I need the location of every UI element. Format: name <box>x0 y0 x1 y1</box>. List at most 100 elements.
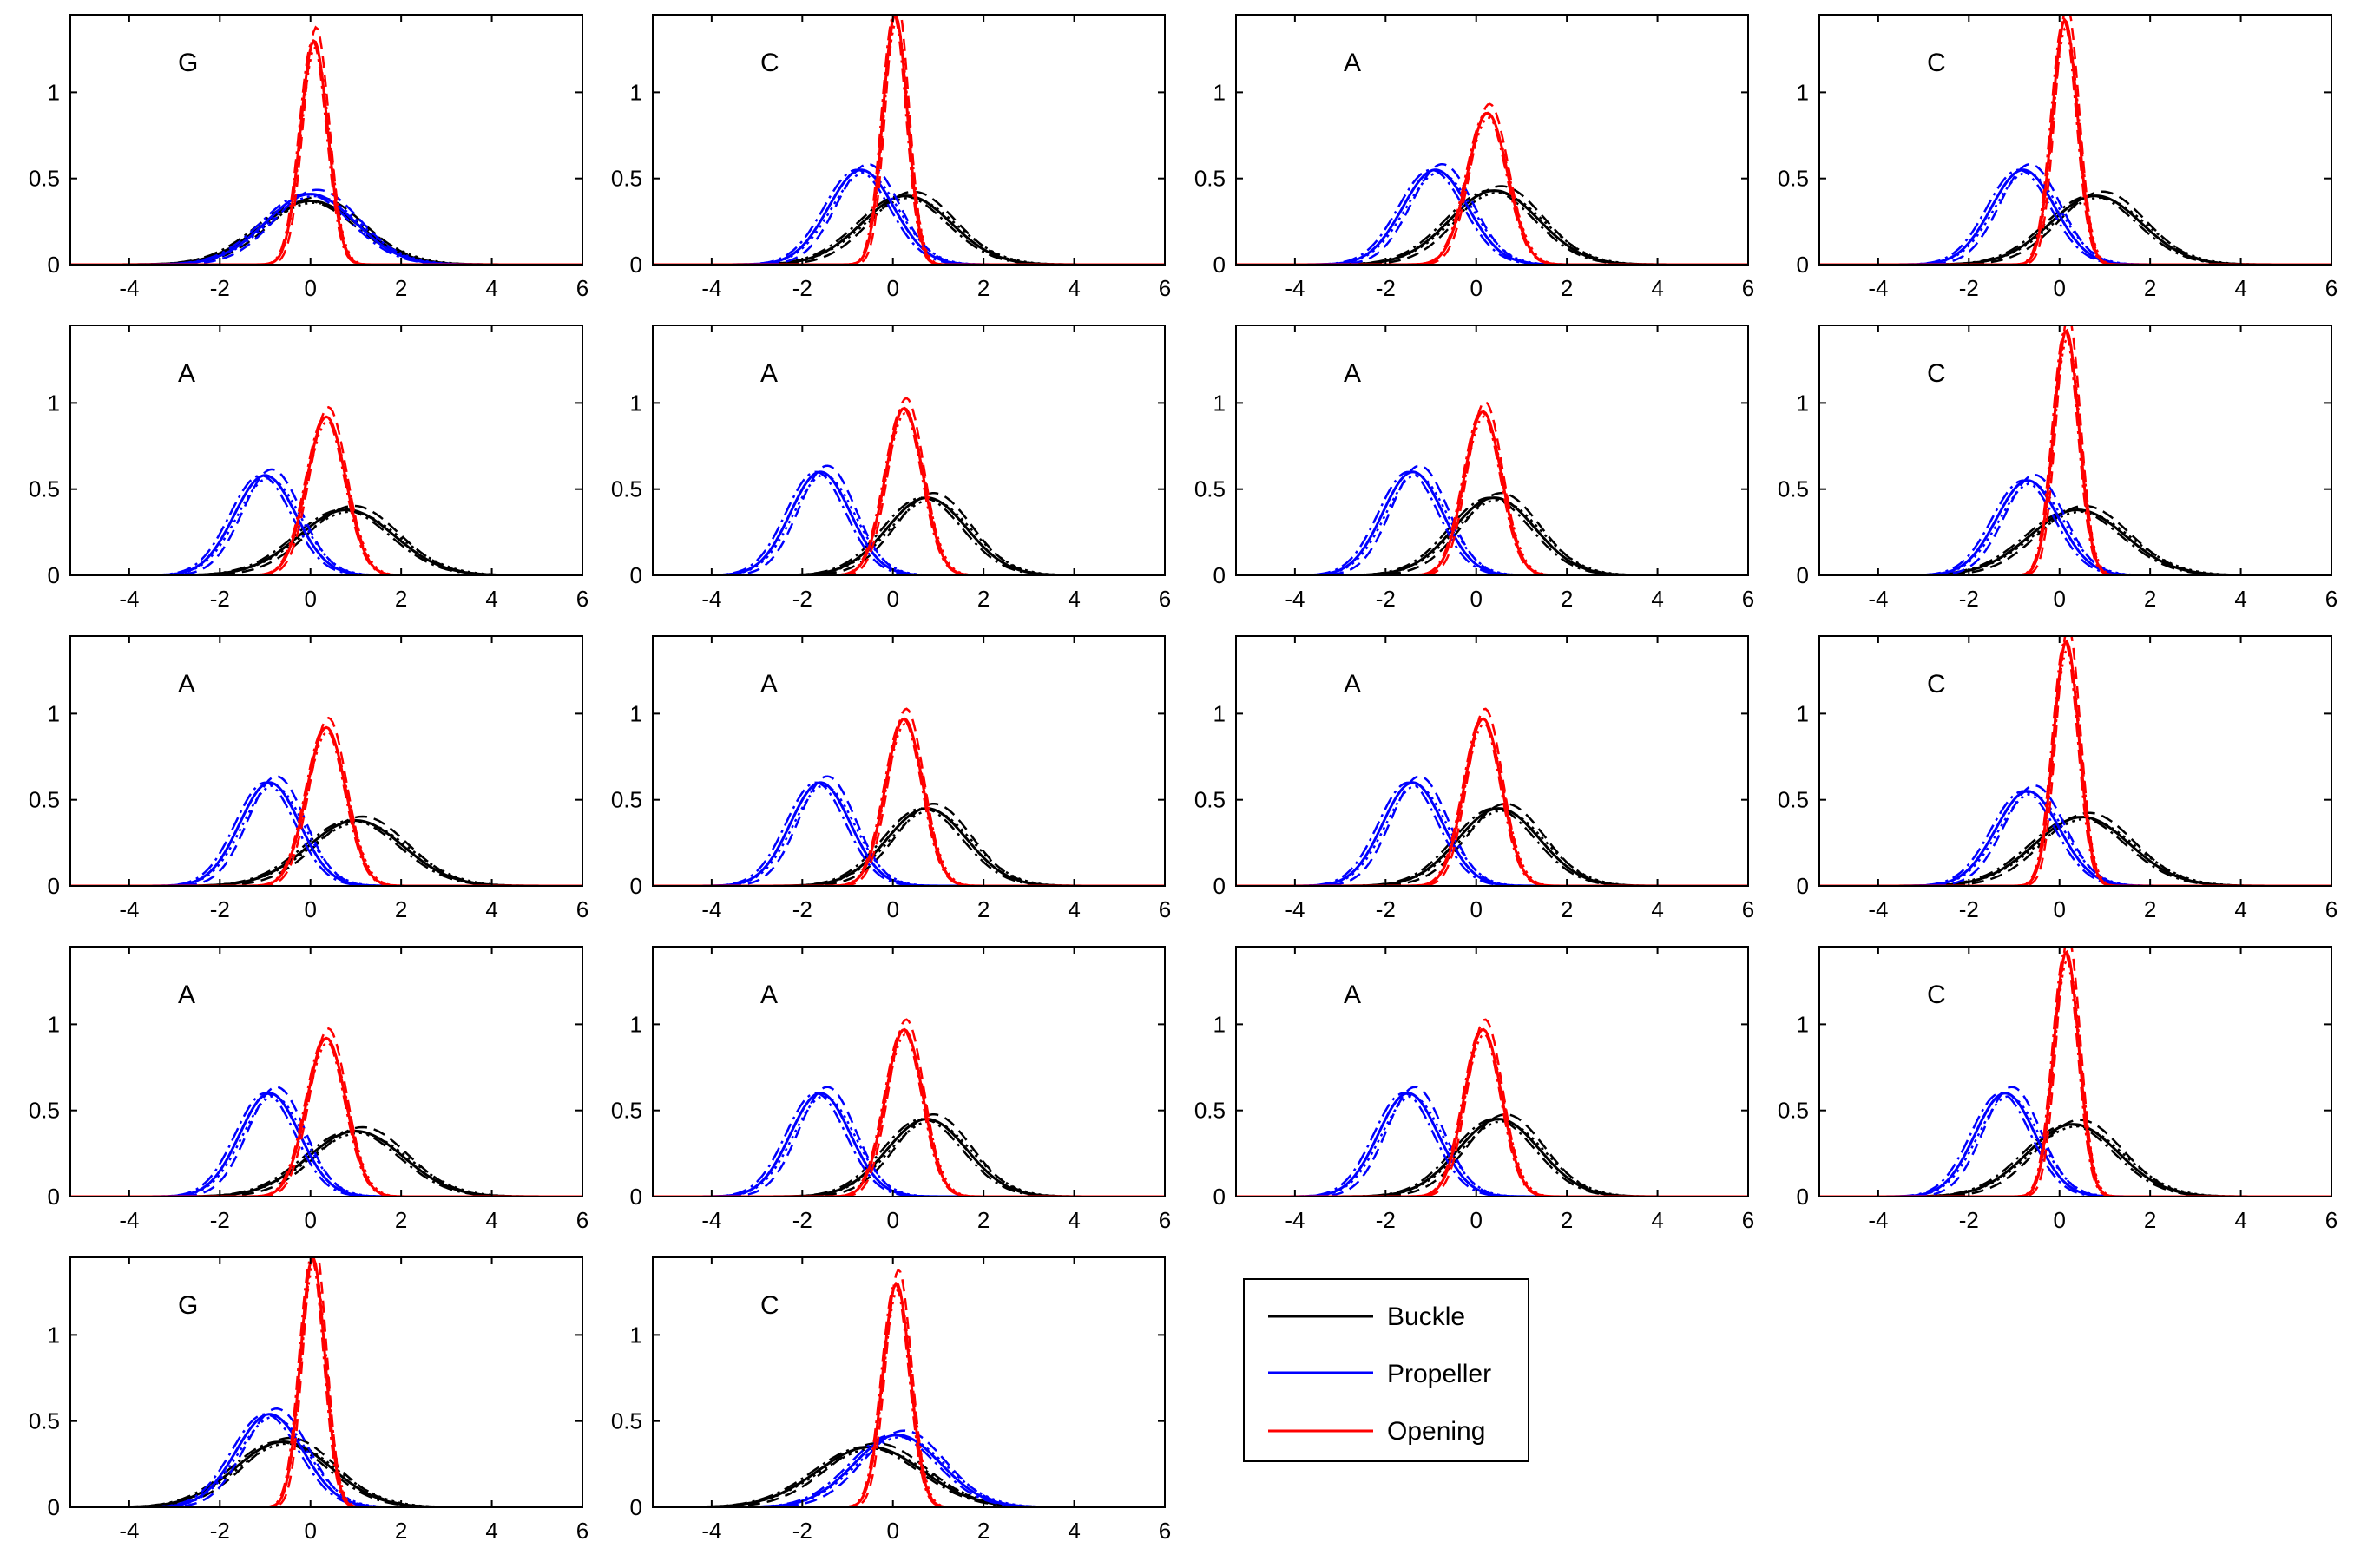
y-tick-label: 0 <box>48 1184 60 1210</box>
panel-10-propeller-line-1 <box>653 781 1165 886</box>
panel-18-opening-line-2 <box>653 1268 1165 1507</box>
x-tick-label: -2 <box>1959 896 1979 922</box>
panel-16-propeller-line-3 <box>1819 1092 2331 1197</box>
y-tick-label: 1 <box>1213 390 1226 416</box>
panel-7-propeller-line-1 <box>1236 470 1748 575</box>
panel-16-propeller-line-2 <box>1819 1086 2331 1197</box>
panel-14-propeller-line-2 <box>653 1086 1165 1197</box>
x-tick-label: 6 <box>1742 586 1754 612</box>
x-tick-label: 0 <box>304 1518 316 1544</box>
panel-2-label: C <box>760 49 779 77</box>
y-tick-label: 0 <box>1213 873 1226 899</box>
x-tick-label: 2 <box>1561 586 1573 612</box>
panel-7-buckle-line-4 <box>1236 499 1748 575</box>
legend-label-buckle: Buckle <box>1387 1302 1465 1331</box>
x-tick-label: 6 <box>1742 896 1754 922</box>
x-tick-label: -2 <box>792 586 812 612</box>
panel-7-opening-line-1 <box>1236 410 1748 575</box>
x-tick-label: -4 <box>701 1518 721 1544</box>
panel-15-frame <box>1235 946 1749 1197</box>
x-tick-label: 4 <box>1068 1207 1080 1233</box>
panel-12-propeller-line-3 <box>1819 790 2331 886</box>
panel-5-opening-line-1 <box>70 415 582 575</box>
x-tick-label: 2 <box>1561 1207 1573 1233</box>
panel-3-label: A <box>1344 49 1361 77</box>
x-tick-label: 0 <box>886 275 898 301</box>
panel-2-propeller-line-3 <box>653 168 1165 265</box>
panel-4-propeller-line-3 <box>1819 168 2331 265</box>
y-tick-label: 0.5 <box>29 1098 60 1124</box>
panel-4-opening-line-2 <box>1819 15 2331 265</box>
y-tick-label: 1 <box>48 1322 60 1348</box>
panel-7-frame <box>1235 325 1749 576</box>
panel-6-label: A <box>760 359 778 388</box>
x-tick-label: -2 <box>792 1207 812 1233</box>
panel-15-buckle-line-2 <box>1236 1113 1748 1197</box>
panel-11-buckle-line-2 <box>1236 803 1748 886</box>
panel-3-propeller-line-4 <box>1236 171 1748 265</box>
y-tick-label: 0.5 <box>1194 476 1226 502</box>
panel-9-label: A <box>178 670 195 699</box>
panel-9-buckle-line-2 <box>70 815 582 886</box>
y-tick-label: 0.5 <box>1778 166 1809 192</box>
x-tick-label: 0 <box>886 1207 898 1233</box>
x-tick-label: 4 <box>485 275 497 301</box>
panel-4-opening-line-3 <box>1819 19 2331 265</box>
panel-13: -4 -2 0 2 4 6 0 0.5 1 A <box>29 946 588 1233</box>
y-tick-label: 0 <box>1797 873 1809 899</box>
panel-5-opening-line-2 <box>70 405 582 575</box>
panel-10-propeller-line-2 <box>653 775 1165 886</box>
panel-17-opening-line-2 <box>70 1257 582 1507</box>
panel-17-buckle-line-4 <box>70 1442 582 1507</box>
panel-8-frame <box>1818 325 2332 576</box>
panel-16-buckle-line-1 <box>1819 1123 2331 1197</box>
panel-5-propeller-line-1 <box>70 474 582 575</box>
x-tick-label: 0 <box>886 1518 898 1544</box>
panel-6-curves <box>653 397 1165 575</box>
x-tick-label: -2 <box>792 896 812 922</box>
panel-8-buckle-line-3 <box>1819 508 2331 575</box>
panel-8-buckle-line-2 <box>1819 504 2331 575</box>
panel-6-buckle-line-4 <box>653 499 1165 575</box>
panel-3-propeller-line-2 <box>1236 162 1748 265</box>
panel-7-buckle-line-2 <box>1236 492 1748 575</box>
y-tick-label: 0.5 <box>611 1098 642 1124</box>
y-tick-label: 0 <box>1213 562 1226 588</box>
panel-12-propeller-line-2 <box>1819 784 2331 886</box>
x-tick-label: 2 <box>395 1207 407 1233</box>
x-tick-label: 6 <box>576 1518 588 1544</box>
y-tick-label: 0 <box>48 873 60 899</box>
y-tick-label: 0.5 <box>611 787 642 813</box>
panel-4: -4 -2 0 2 4 6 0 0.5 1 C <box>1778 14 2338 301</box>
y-tick-label: 1 <box>1213 700 1226 726</box>
panel-9-buckle-line-1 <box>70 818 582 886</box>
x-tick-label: 0 <box>304 586 316 612</box>
panel-16-buckle-line-2 <box>1819 1119 2331 1197</box>
panel-7-propeller-line-3 <box>1236 470 1748 575</box>
panel-10-frame <box>652 635 1166 887</box>
x-tick-label: -2 <box>1376 586 1396 612</box>
panel-8-buckle-line-4 <box>1819 510 2331 575</box>
panel-9-curves <box>70 716 582 886</box>
x-tick-label: -2 <box>1959 275 1979 301</box>
panel-15-propeller-line-4 <box>1236 1095 1748 1197</box>
panel-2-propeller-line-2 <box>653 162 1165 265</box>
panel-10-propeller-line-4 <box>653 784 1165 886</box>
panel-15-label: A <box>1344 981 1361 1009</box>
panel-17-frame <box>69 1256 583 1508</box>
panel-15-buckle-line-3 <box>1236 1118 1748 1197</box>
panel-1-buckle-line-4 <box>70 201 582 265</box>
panel-18-curves <box>653 1268 1165 1507</box>
x-tick-label: 4 <box>485 586 497 612</box>
x-tick-label: 0 <box>2053 896 2065 922</box>
panel-15-opening-line-4 <box>1236 1033 1748 1197</box>
panel-3-buckle-line-1 <box>1236 189 1748 265</box>
x-tick-label: -4 <box>701 586 721 612</box>
x-tick-label: 2 <box>2144 1207 2156 1233</box>
panel-14-opening-line-4 <box>653 1033 1165 1197</box>
panel-18-opening-line-1 <box>653 1281 1165 1507</box>
panel-2-propeller-line-1 <box>653 168 1165 265</box>
panel-13-buckle-line-1 <box>70 1129 582 1197</box>
panel-15-opening-line-3 <box>1236 1028 1748 1197</box>
y-tick-label: 0 <box>1213 252 1226 278</box>
